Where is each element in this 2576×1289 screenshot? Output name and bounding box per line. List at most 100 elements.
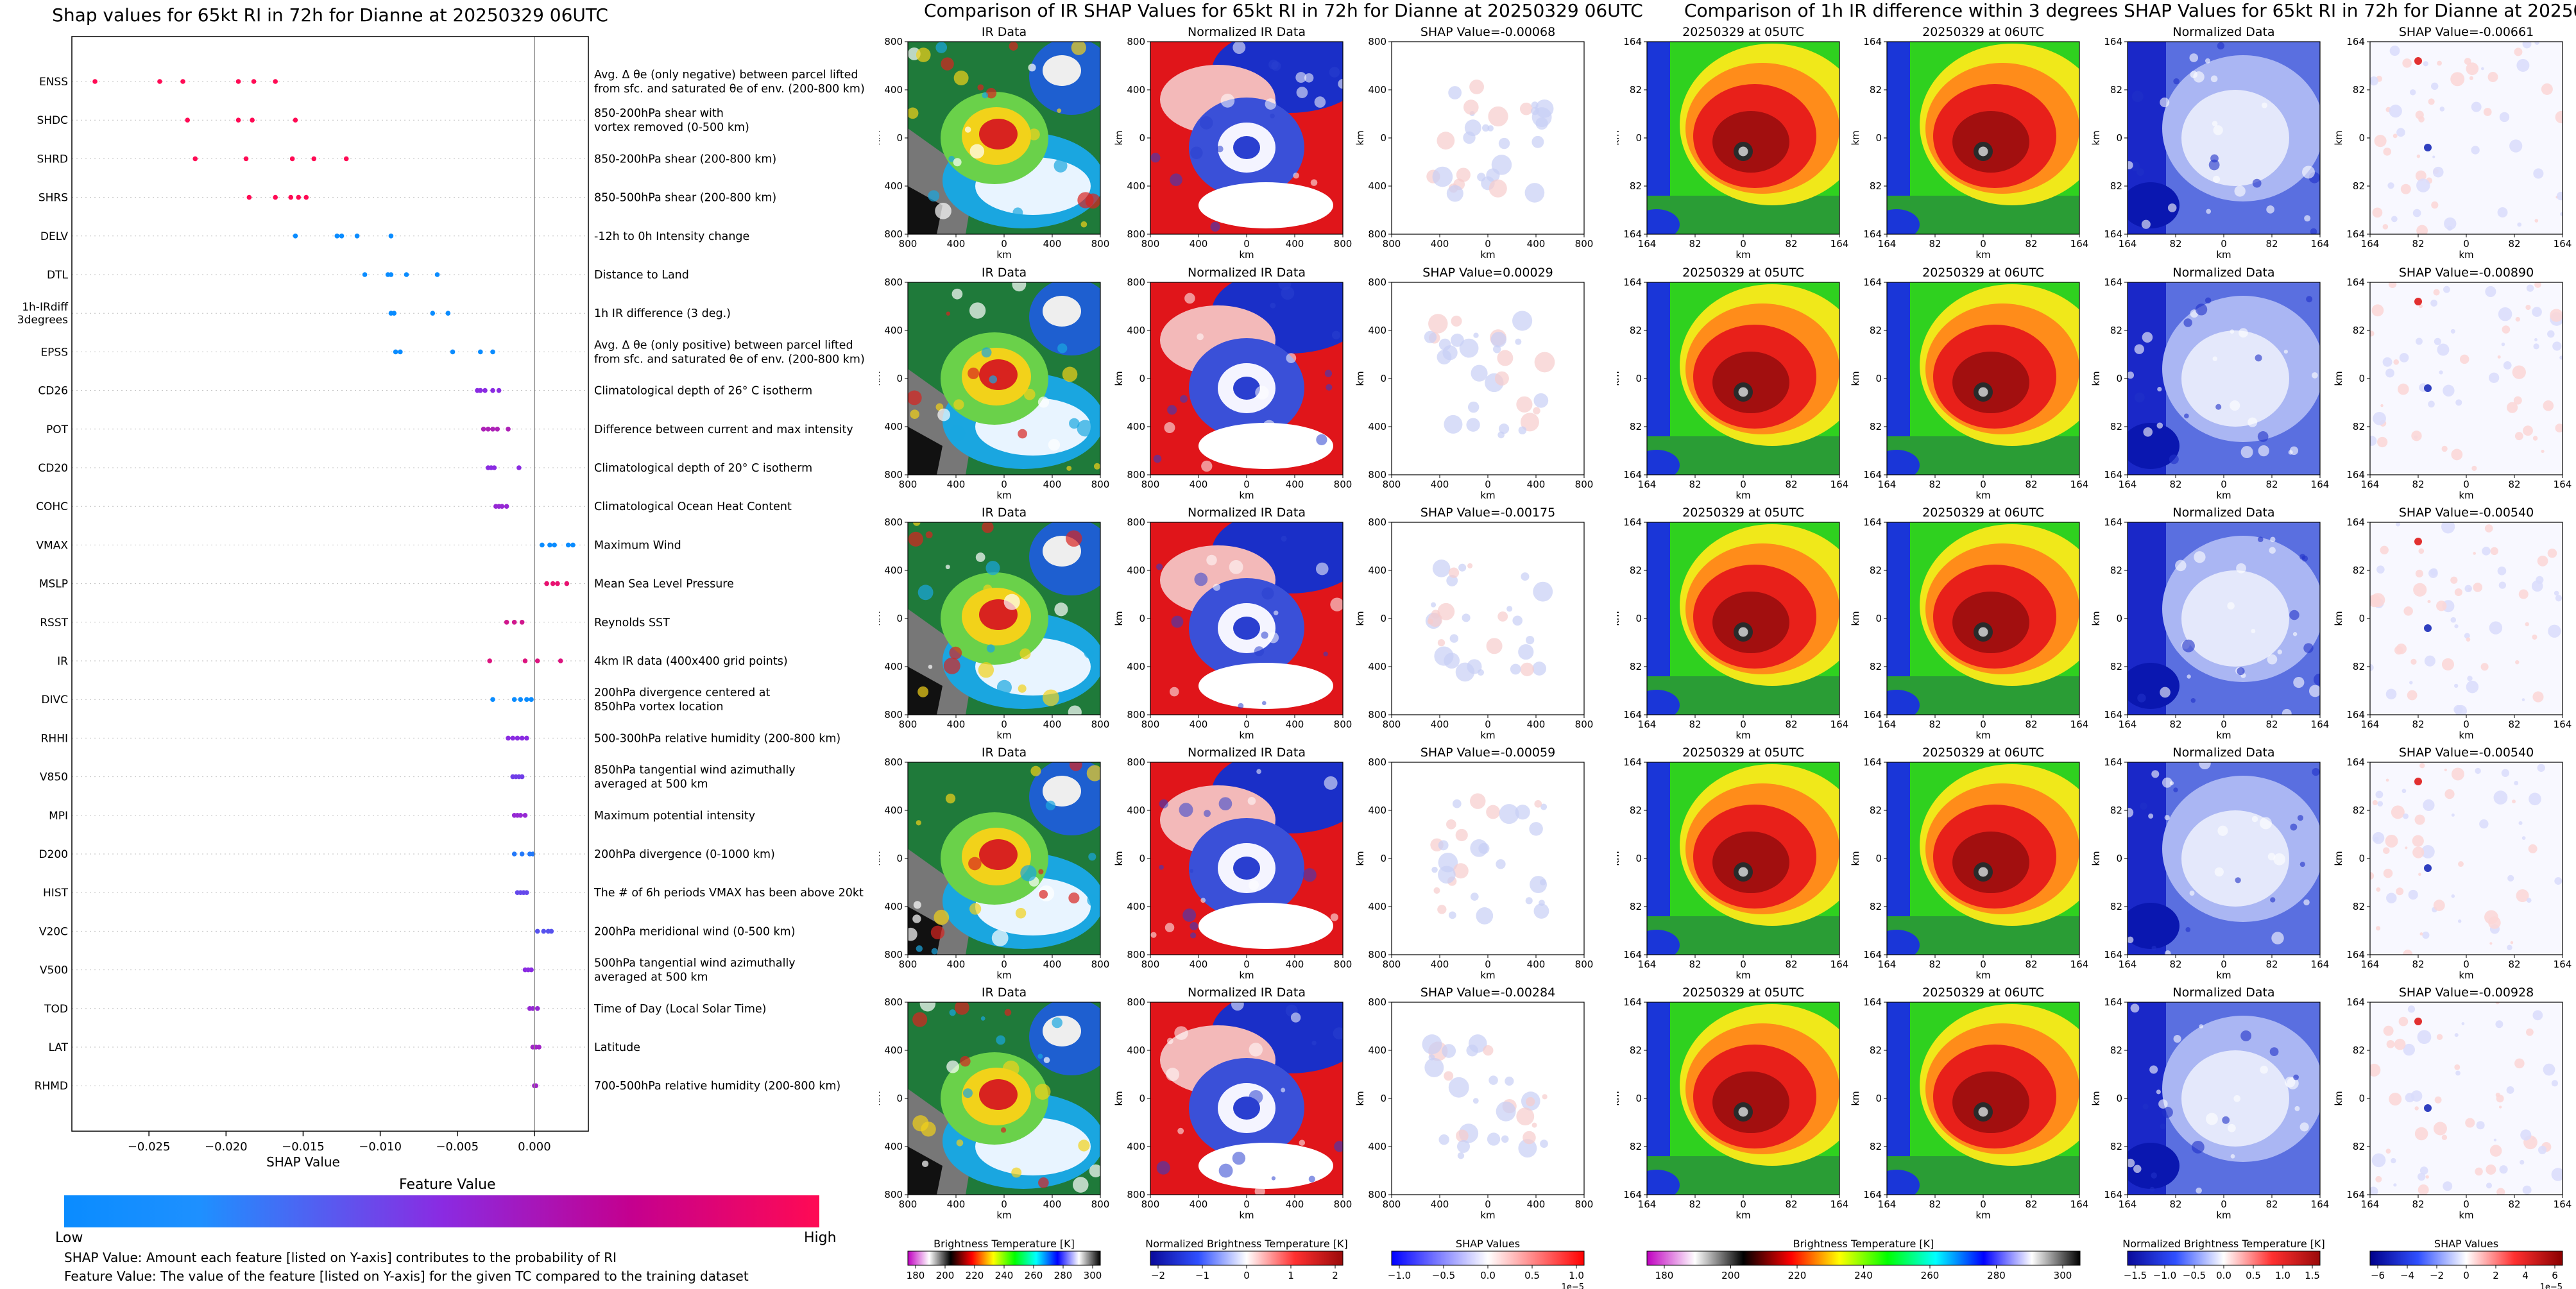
bt-colorbar-tick-label: 200 (1721, 1270, 1740, 1281)
y-tick-label: 0 (1380, 853, 1386, 864)
y-tick-label: 82 (2110, 180, 2122, 192)
panel-title: SHAP Value=-0.00928 (2399, 986, 2534, 1000)
y-tick-label: 164 (2104, 277, 2122, 288)
y-tick-label: 82 (2110, 565, 2122, 576)
x-tick-label: 0 (1980, 1199, 1986, 1210)
panel-image (2128, 522, 2320, 715)
shap-point (524, 735, 529, 741)
y-tick-label: 82 (2353, 180, 2365, 192)
x-tick-label: 0 (1243, 959, 1250, 970)
shap-point (430, 311, 436, 316)
shap-point (185, 117, 191, 123)
x-tick-label: 800 (1141, 238, 1160, 250)
feature-label: CD26 (38, 385, 68, 398)
feature-label: VMAX (36, 539, 68, 552)
x-tick-label: 800 (1383, 238, 1401, 250)
x-tick-label: 800 (899, 719, 917, 730)
shap-point (450, 349, 456, 355)
feature-value-colorbar (64, 1195, 819, 1227)
y-tick-label: 164 (2346, 277, 2365, 288)
x-tick-label: 164 (1878, 479, 1897, 490)
panel-title: SHAP Value=-0.00059 (1420, 746, 1555, 760)
x-tick-label: 164 (2554, 959, 2572, 970)
x-tick-label: 0 (1980, 479, 1986, 490)
norm-colorbar-tick-label: 0 (1243, 1270, 1250, 1281)
shap-point (235, 79, 241, 84)
shap-point (486, 427, 491, 432)
x-tick-label: 164 (1638, 1199, 1657, 1210)
shap-colorbar-tick-label: −1.0 (1388, 1270, 1411, 1281)
x-tick-label: 82 (2025, 719, 2037, 730)
y-tick-label: 82 (1870, 325, 1882, 336)
x-tick-label: 82 (2508, 479, 2520, 490)
shap-summary-panel: Shap values for 65kt RI in 72h for Diann… (0, 0, 879, 1289)
y-tick-label: 82 (2353, 565, 2365, 576)
x-tick-label: 164 (2070, 238, 2089, 250)
shap-point (570, 542, 576, 548)
panel-title: SHAP Value=0.00029 (1422, 266, 1553, 280)
shap-point (519, 851, 525, 857)
x-tick-label: 164 (1878, 1199, 1897, 1210)
y-tick-label: 0 (2358, 1093, 2365, 1104)
x-tick-label: −0.015 (282, 1140, 325, 1154)
shap-point (192, 156, 198, 162)
x-tick-label: 400 (1286, 479, 1304, 490)
x-axis-label: km (2216, 730, 2231, 741)
y-tick-label: 82 (2353, 421, 2365, 432)
feature-label: LAT (48, 1041, 68, 1054)
y-tick-label: 164 (1863, 949, 1882, 960)
y-tick-label: 82 (1630, 84, 1642, 96)
y-tick-label: 164 (1863, 516, 1882, 528)
y-axis-label: km (879, 851, 882, 866)
x-tick-label: 0 (1980, 238, 1986, 250)
x-tick-label: 82 (2412, 959, 2424, 970)
x-tick-label: 800 (1334, 238, 1352, 250)
x-tick-label: 400 (1190, 238, 1208, 250)
y-tick-label: 82 (1630, 901, 1642, 912)
x-tick-label: 164 (2361, 1199, 2380, 1210)
y-tick-label: 0 (1380, 613, 1386, 624)
y-tick-label: 164 (1623, 469, 1642, 481)
shap-point (536, 1045, 542, 1050)
shap-point (391, 311, 397, 316)
x-tick-label: 164 (2119, 238, 2137, 250)
y-tick-label: 400 (1127, 661, 1145, 672)
shap-point (506, 735, 511, 741)
feature-description: Reynolds SST (594, 617, 670, 629)
panel-image (1647, 762, 1839, 955)
panel-image (1647, 522, 1839, 715)
y-tick-label: 0 (896, 132, 903, 144)
x-tick-label: 164 (2311, 959, 2330, 970)
y-axis-label: km (879, 130, 882, 145)
x-tick-label: 164 (2119, 719, 2137, 730)
x-axis-label: km (1975, 1209, 1990, 1221)
shap-point (506, 427, 511, 432)
y-tick-label: 800 (884, 277, 903, 288)
shap-point (445, 311, 451, 316)
y-tick-label: 400 (884, 565, 903, 576)
irdiff-comparison-grid: 20250329 at 05UTC1641648282008282164164k… (1617, 25, 2572, 1289)
x-tick-label: 400 (1286, 238, 1304, 250)
y-tick-label: 400 (1368, 565, 1386, 576)
x-tick-label: 164 (2554, 479, 2572, 490)
y-tick-label: 164 (2346, 36, 2365, 47)
y-tick-label: 164 (1863, 1189, 1882, 1200)
x-axis-label: km (1736, 969, 1750, 981)
x-tick-label: 82 (1689, 1199, 1701, 1210)
y-tick-label: 0 (1875, 132, 1882, 144)
y-axis-label: km (1617, 130, 1621, 145)
x-tick-label: 82 (2169, 1199, 2181, 1210)
feature-value-title: Feature Value (399, 1177, 496, 1193)
feature-description: Avg. Δ θe (only positive) between parcel… (594, 339, 853, 352)
y-axis-label: km (2090, 851, 2102, 866)
y-tick-label: 0 (1635, 1093, 1642, 1104)
shap-point (511, 620, 517, 625)
y-tick-label: 800 (884, 949, 903, 960)
panel-image (2370, 762, 2563, 955)
